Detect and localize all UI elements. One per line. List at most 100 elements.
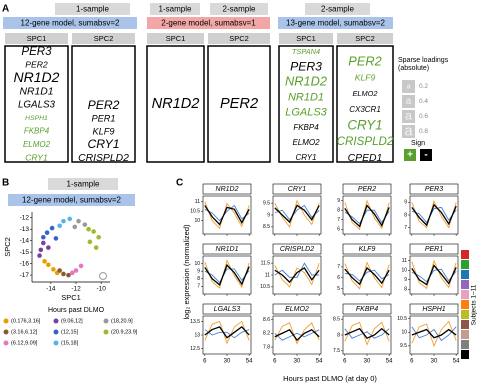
column-box [278, 45, 334, 163]
column-title: SPC2 [94, 34, 114, 43]
gene-label: NR1D1 [19, 87, 53, 98]
legend-dot [3, 329, 9, 335]
plot-title: HSPH1 [422, 306, 445, 313]
legend-label: (20.9,23.9] [111, 329, 138, 335]
subject-swatch [461, 340, 469, 349]
y-tick-label: 11 [265, 272, 270, 278]
legend-title: Sparse loadings [398, 57, 449, 64]
x-axis-label: Hours past DLMO (at day 0) [283, 374, 377, 383]
scatter-point [76, 218, 81, 224]
y-tick-label: 8 [337, 208, 340, 214]
series-line [204, 204, 250, 222]
y-tick-label: 8 [197, 276, 200, 282]
y-tick-label: -15 [20, 249, 30, 256]
column-header [208, 33, 270, 44]
series-line [411, 320, 457, 348]
y-tick-label: 8 [337, 332, 340, 338]
gene-label: PER2 [88, 98, 120, 112]
plot-title-box [272, 183, 322, 195]
series-line [204, 263, 250, 286]
y-tick-label: 9 [404, 277, 407, 283]
sample-header [55, 3, 130, 15]
y-tick-label: 8.5 [333, 316, 340, 322]
gene-label: CRY1 [295, 153, 316, 162]
subject-swatch [461, 250, 469, 259]
series-line [411, 203, 457, 227]
series-line [411, 206, 457, 224]
y-tick-label: 6 [337, 275, 340, 281]
plot-title: NR1D2 [216, 186, 239, 193]
scatter-point [96, 234, 101, 240]
y-tick-label: 12.5 [190, 346, 200, 352]
plot-title: NR1D1 [216, 246, 239, 253]
plot-title: CRY1 [288, 186, 307, 193]
sample-header [150, 3, 200, 15]
column-title: SPC1 [296, 34, 316, 43]
gene-label: CPED1 [348, 153, 383, 164]
series-line [411, 268, 457, 283]
series-line [274, 329, 320, 342]
series-line [274, 329, 320, 341]
x-tick-label: -10 [96, 286, 106, 293]
scatter-point [86, 226, 91, 232]
scatter-point [91, 229, 96, 234]
legend-dot [103, 318, 109, 324]
y-tick-label: 9 [337, 198, 340, 204]
legend-title: Hours past DLMO [48, 307, 105, 314]
x-tick-label: -14 [46, 286, 56, 293]
scatter-point [69, 270, 75, 276]
legend-dot [3, 318, 9, 324]
panel-label: A [2, 4, 9, 15]
series-line [411, 326, 457, 342]
series-line [411, 264, 457, 286]
scatter-point [51, 267, 56, 272]
loading-swatch [402, 80, 415, 93]
scatter-point [49, 225, 55, 231]
scatter-point [61, 271, 66, 277]
plot-title: ELMO2 [285, 306, 309, 313]
subject-swatch [461, 290, 469, 299]
x-tick-label: 54 [453, 359, 460, 365]
x-tick-label: 54 [246, 359, 253, 365]
subject-swatch [461, 260, 469, 269]
series-line [344, 204, 390, 228]
x-tick-label: 30 [364, 359, 371, 365]
gene-label: CRISPLD2 [337, 135, 394, 148]
legend-label: (18,20.9] [111, 318, 133, 324]
plot-title-box [202, 303, 252, 315]
sample-header [210, 3, 268, 15]
loading-swatch [402, 95, 415, 108]
y-tick-label: 10 [401, 268, 407, 274]
model-bar [147, 17, 270, 29]
gene-label: PER2 [348, 53, 381, 68]
icon [98, 271, 108, 281]
scatter-point [38, 247, 44, 253]
y-tick-label: 11 [195, 199, 200, 205]
scatter-point [57, 268, 62, 273]
scatter-point [93, 245, 99, 250]
gene-label: KLF9 [355, 72, 376, 82]
series-line [274, 199, 320, 228]
series-line [204, 329, 250, 339]
scatter-point [42, 259, 47, 264]
series-line [204, 268, 250, 284]
loading-glyph: a [405, 109, 412, 123]
series-line [344, 328, 390, 339]
plot-title: PER1 [425, 246, 443, 253]
y-tick-label: 8.2 [263, 331, 270, 337]
subject-swatch [461, 330, 469, 339]
y-tick-label: 7 [197, 284, 200, 290]
gene-label: PER1 [91, 113, 115, 123]
column-box [207, 45, 271, 163]
plot-title-box [409, 183, 459, 195]
scatter-point [73, 268, 79, 273]
y-tick-label: 8.6 [263, 317, 270, 323]
sign-label: + [407, 150, 413, 161]
subjects-label: Subjects 1–11 [471, 284, 478, 325]
legend-dot [53, 329, 59, 335]
sample-header-label: 1-sample [76, 5, 109, 14]
scatter-point [61, 218, 66, 224]
x-tick-label: 30 [224, 359, 231, 365]
y-tick-label: 10 [194, 261, 200, 267]
gene-label: LGALS3 [285, 106, 327, 118]
